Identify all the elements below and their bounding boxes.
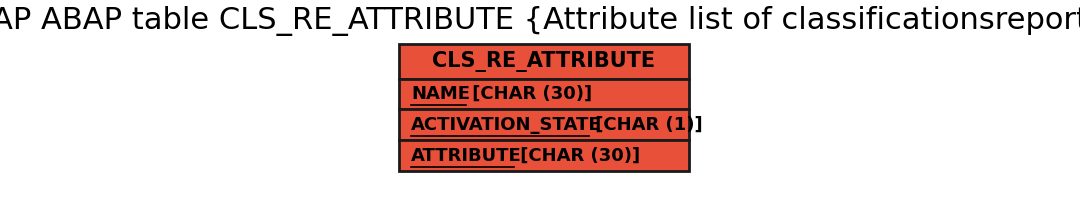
FancyBboxPatch shape xyxy=(400,109,689,140)
Text: NAME: NAME xyxy=(411,85,470,103)
Text: ACTIVATION_STATE: ACTIVATION_STATE xyxy=(411,116,602,134)
FancyBboxPatch shape xyxy=(400,79,689,109)
Text: [CHAR (30)]: [CHAR (30)] xyxy=(514,147,640,165)
Text: ATTRIBUTE: ATTRIBUTE xyxy=(411,147,522,165)
Text: [CHAR (1)]: [CHAR (1)] xyxy=(589,116,703,134)
FancyBboxPatch shape xyxy=(400,140,689,171)
Text: SAP ABAP table CLS_RE_ATTRIBUTE {Attribute list of classificationsreport}: SAP ABAP table CLS_RE_ATTRIBUTE {Attribu… xyxy=(0,6,1080,36)
FancyBboxPatch shape xyxy=(400,44,689,79)
Text: [CHAR (30)]: [CHAR (30)] xyxy=(467,85,592,103)
Text: CLS_RE_ATTRIBUTE: CLS_RE_ATTRIBUTE xyxy=(432,51,656,72)
